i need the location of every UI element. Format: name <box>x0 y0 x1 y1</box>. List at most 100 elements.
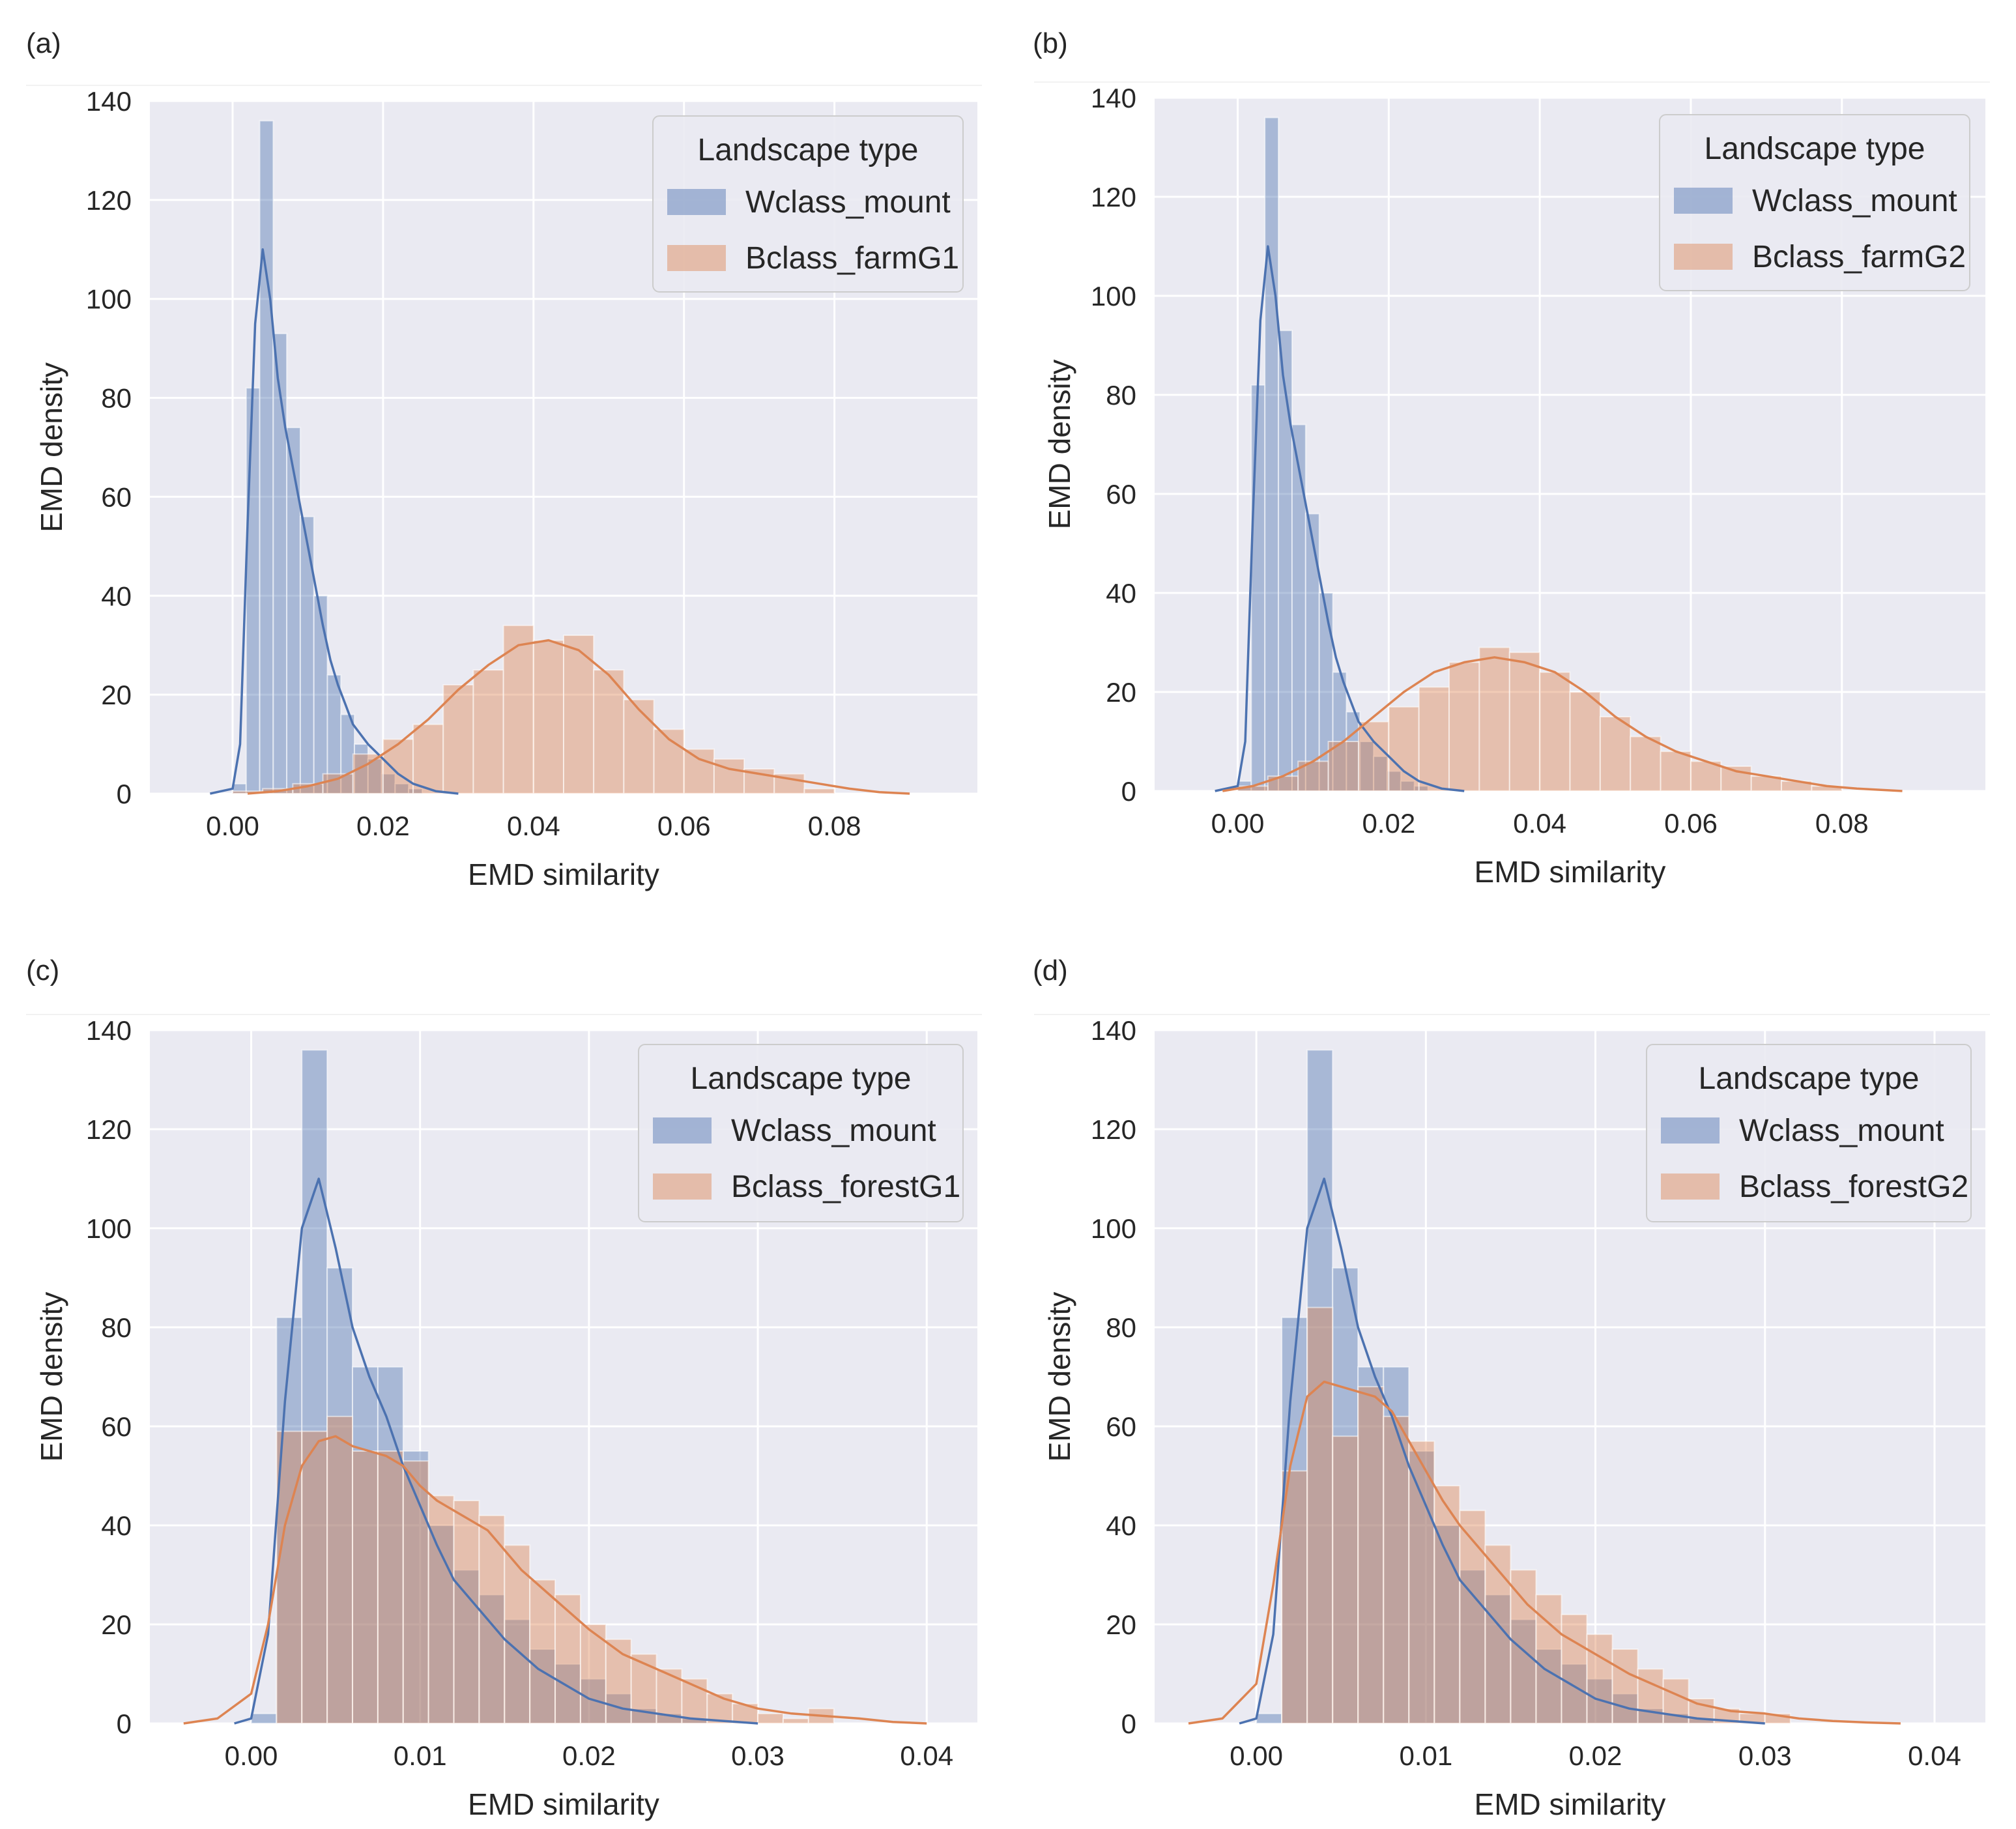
panel-label-b: (b) <box>1033 27 1068 59</box>
x-tick-label: 0.01 <box>394 1740 447 1771</box>
panel-c: (c) 0.00 0.01 0.02 0.03 0.04 0 20 40 60 80 100 120 1… <box>0 914 1008 1828</box>
histogram-bar-blue <box>1535 1649 1562 1724</box>
kde-line-blue <box>1239 1177 1765 1725</box>
histogram-bar-orange <box>532 639 564 794</box>
legend: Landscape type Wclass_mount Bclass_forestG… <box>638 1044 964 1222</box>
legend-box <box>1659 114 1970 291</box>
x-axis-label: EMD similarity <box>1475 855 1666 889</box>
y-tick-label: 20 <box>1106 677 1136 708</box>
y-tick-label: 140 <box>86 86 132 117</box>
y-tick-label: 20 <box>101 680 132 710</box>
histogram-bar-orange <box>322 773 354 794</box>
histogram-bar-orange <box>502 624 534 794</box>
histogram-bar-orange <box>1357 1386 1385 1724</box>
histogram-bar-orange <box>472 669 504 795</box>
y-tick-label: 100 <box>86 1213 132 1244</box>
histogram-bar-orange <box>1332 1435 1359 1724</box>
histogram-bar-orange <box>579 1624 607 1724</box>
legend-swatch <box>1674 244 1733 270</box>
y-tick-label: 120 <box>1091 182 1136 212</box>
y-tick-label: 0 <box>117 779 132 809</box>
legend-entry-label: Wclass_mount <box>1752 184 1957 218</box>
histogram-bar-blue <box>352 1366 379 1724</box>
histogram-bar-blue <box>250 1712 278 1725</box>
chart-c: 0.00 0.01 0.02 0.03 0.04 0 20 40 60 80 100 120 140 EM… <box>26 1014 982 1821</box>
x-tick-label: 0.04 <box>900 1740 953 1771</box>
x-tick-label: 0.08 <box>1815 808 1869 839</box>
histogram-bar-orange <box>554 1594 581 1725</box>
histogram-bar-orange <box>1569 691 1601 792</box>
kde-line-blue <box>1215 245 1465 792</box>
histogram-bar-blue <box>529 1649 556 1724</box>
histogram-bar-blue <box>1250 384 1266 792</box>
y-tick-label: 20 <box>101 1609 132 1640</box>
y-tick-label: 80 <box>1106 1312 1136 1343</box>
y-axis-label: EMD density <box>1043 360 1076 530</box>
histogram-bar-blue <box>1586 1678 1613 1724</box>
histogram-bar-orange <box>1539 671 1571 792</box>
histogram-bar-orange <box>427 1495 455 1725</box>
x-tick-label: 0.03 <box>1738 1740 1792 1771</box>
x-tick-label: 0.04 <box>1908 1740 1961 1771</box>
y-tick-label: 120 <box>86 185 132 216</box>
x-axis-label: EMD similarity <box>468 1787 659 1821</box>
histogram-bar-orange <box>683 748 715 795</box>
histogram-bar-blue <box>1264 117 1280 792</box>
kde-line-blue <box>234 1177 758 1725</box>
legend-swatch <box>1674 188 1733 214</box>
histogram-bar-orange <box>1660 751 1692 792</box>
panel-b: (b) 0.00 0.02 0.04 0.06 0.08 0 20 40 60 80 100 120 1… <box>1008 0 2016 914</box>
x-tick-label: 0.04 <box>507 811 560 841</box>
y-tick-label: 140 <box>1091 83 1136 113</box>
histogram-bar-orange <box>402 1460 429 1724</box>
x-tick-label: 0.00 <box>1211 808 1265 839</box>
histogram-bar-orange <box>706 1693 734 1725</box>
x-tick-label: 0.00 <box>206 811 259 841</box>
kde-line-blue <box>210 248 459 795</box>
histogram-bar-blue <box>1291 424 1306 792</box>
histogram-bar-orange <box>1611 1649 1639 1724</box>
histogram-bar-orange <box>1630 736 1662 792</box>
legend-swatch <box>1661 1174 1720 1200</box>
y-tick-label: 80 <box>1106 380 1136 410</box>
histogram-bar-blue <box>286 427 301 794</box>
x-tick-label: 0.01 <box>1399 1740 1452 1771</box>
histogram-bar-orange <box>1478 646 1510 792</box>
y-tick-label: 0 <box>1121 1708 1136 1739</box>
x-axis-label: EMD similarity <box>468 857 659 891</box>
x-tick-label: 0.06 <box>657 811 711 841</box>
histogram-bar-blue <box>299 515 315 794</box>
kde-line-orange <box>183 1435 927 1725</box>
histogram-bar-orange <box>563 635 595 794</box>
legend-swatch <box>1661 1117 1720 1144</box>
y-tick-label: 140 <box>86 1015 132 1046</box>
histogram-bar-orange <box>1418 686 1450 792</box>
x-tick-label: 0.00 <box>225 1740 278 1771</box>
histogram-bar-orange <box>478 1514 506 1724</box>
legend-swatch <box>667 189 726 215</box>
histogram-bar-blue <box>1281 1316 1308 1724</box>
kde-line-orange <box>1222 656 1903 792</box>
histogram-bar-orange <box>757 1712 784 1725</box>
x-tick-label: 0.04 <box>1513 808 1566 839</box>
y-tick-label: 80 <box>101 383 132 414</box>
histogram-bar-orange <box>504 1544 531 1725</box>
y-tick-label: 60 <box>101 1411 132 1442</box>
histogram-bar-orange <box>1267 775 1299 792</box>
legend-swatch <box>653 1117 712 1144</box>
histogram-bar-orange <box>1508 652 1541 792</box>
x-tick-label: 0.02 <box>562 1740 616 1771</box>
y-tick-label: 100 <box>86 284 132 315</box>
panel-label-c: (c) <box>26 955 60 987</box>
panel-label-d: (d) <box>1033 955 1068 987</box>
y-tick-label: 20 <box>1106 1609 1136 1640</box>
y-tick-label: 60 <box>1106 1411 1136 1442</box>
panel-a: (a) 0.00 0.02 0.04 0.06 0.08 0 20 40 60 80 100 120 1… <box>0 0 1008 914</box>
legend-entry-label: Bclass_farmG1 <box>745 241 959 276</box>
y-axis-label: EMD density <box>35 1292 68 1462</box>
histogram-bar-orange <box>782 1718 809 1725</box>
x-axis-label: EMD similarity <box>1475 1787 1666 1821</box>
histogram-bar-orange <box>1586 1634 1613 1724</box>
histogram-bar-blue <box>276 1316 303 1724</box>
histogram-bar-blue <box>272 332 288 795</box>
